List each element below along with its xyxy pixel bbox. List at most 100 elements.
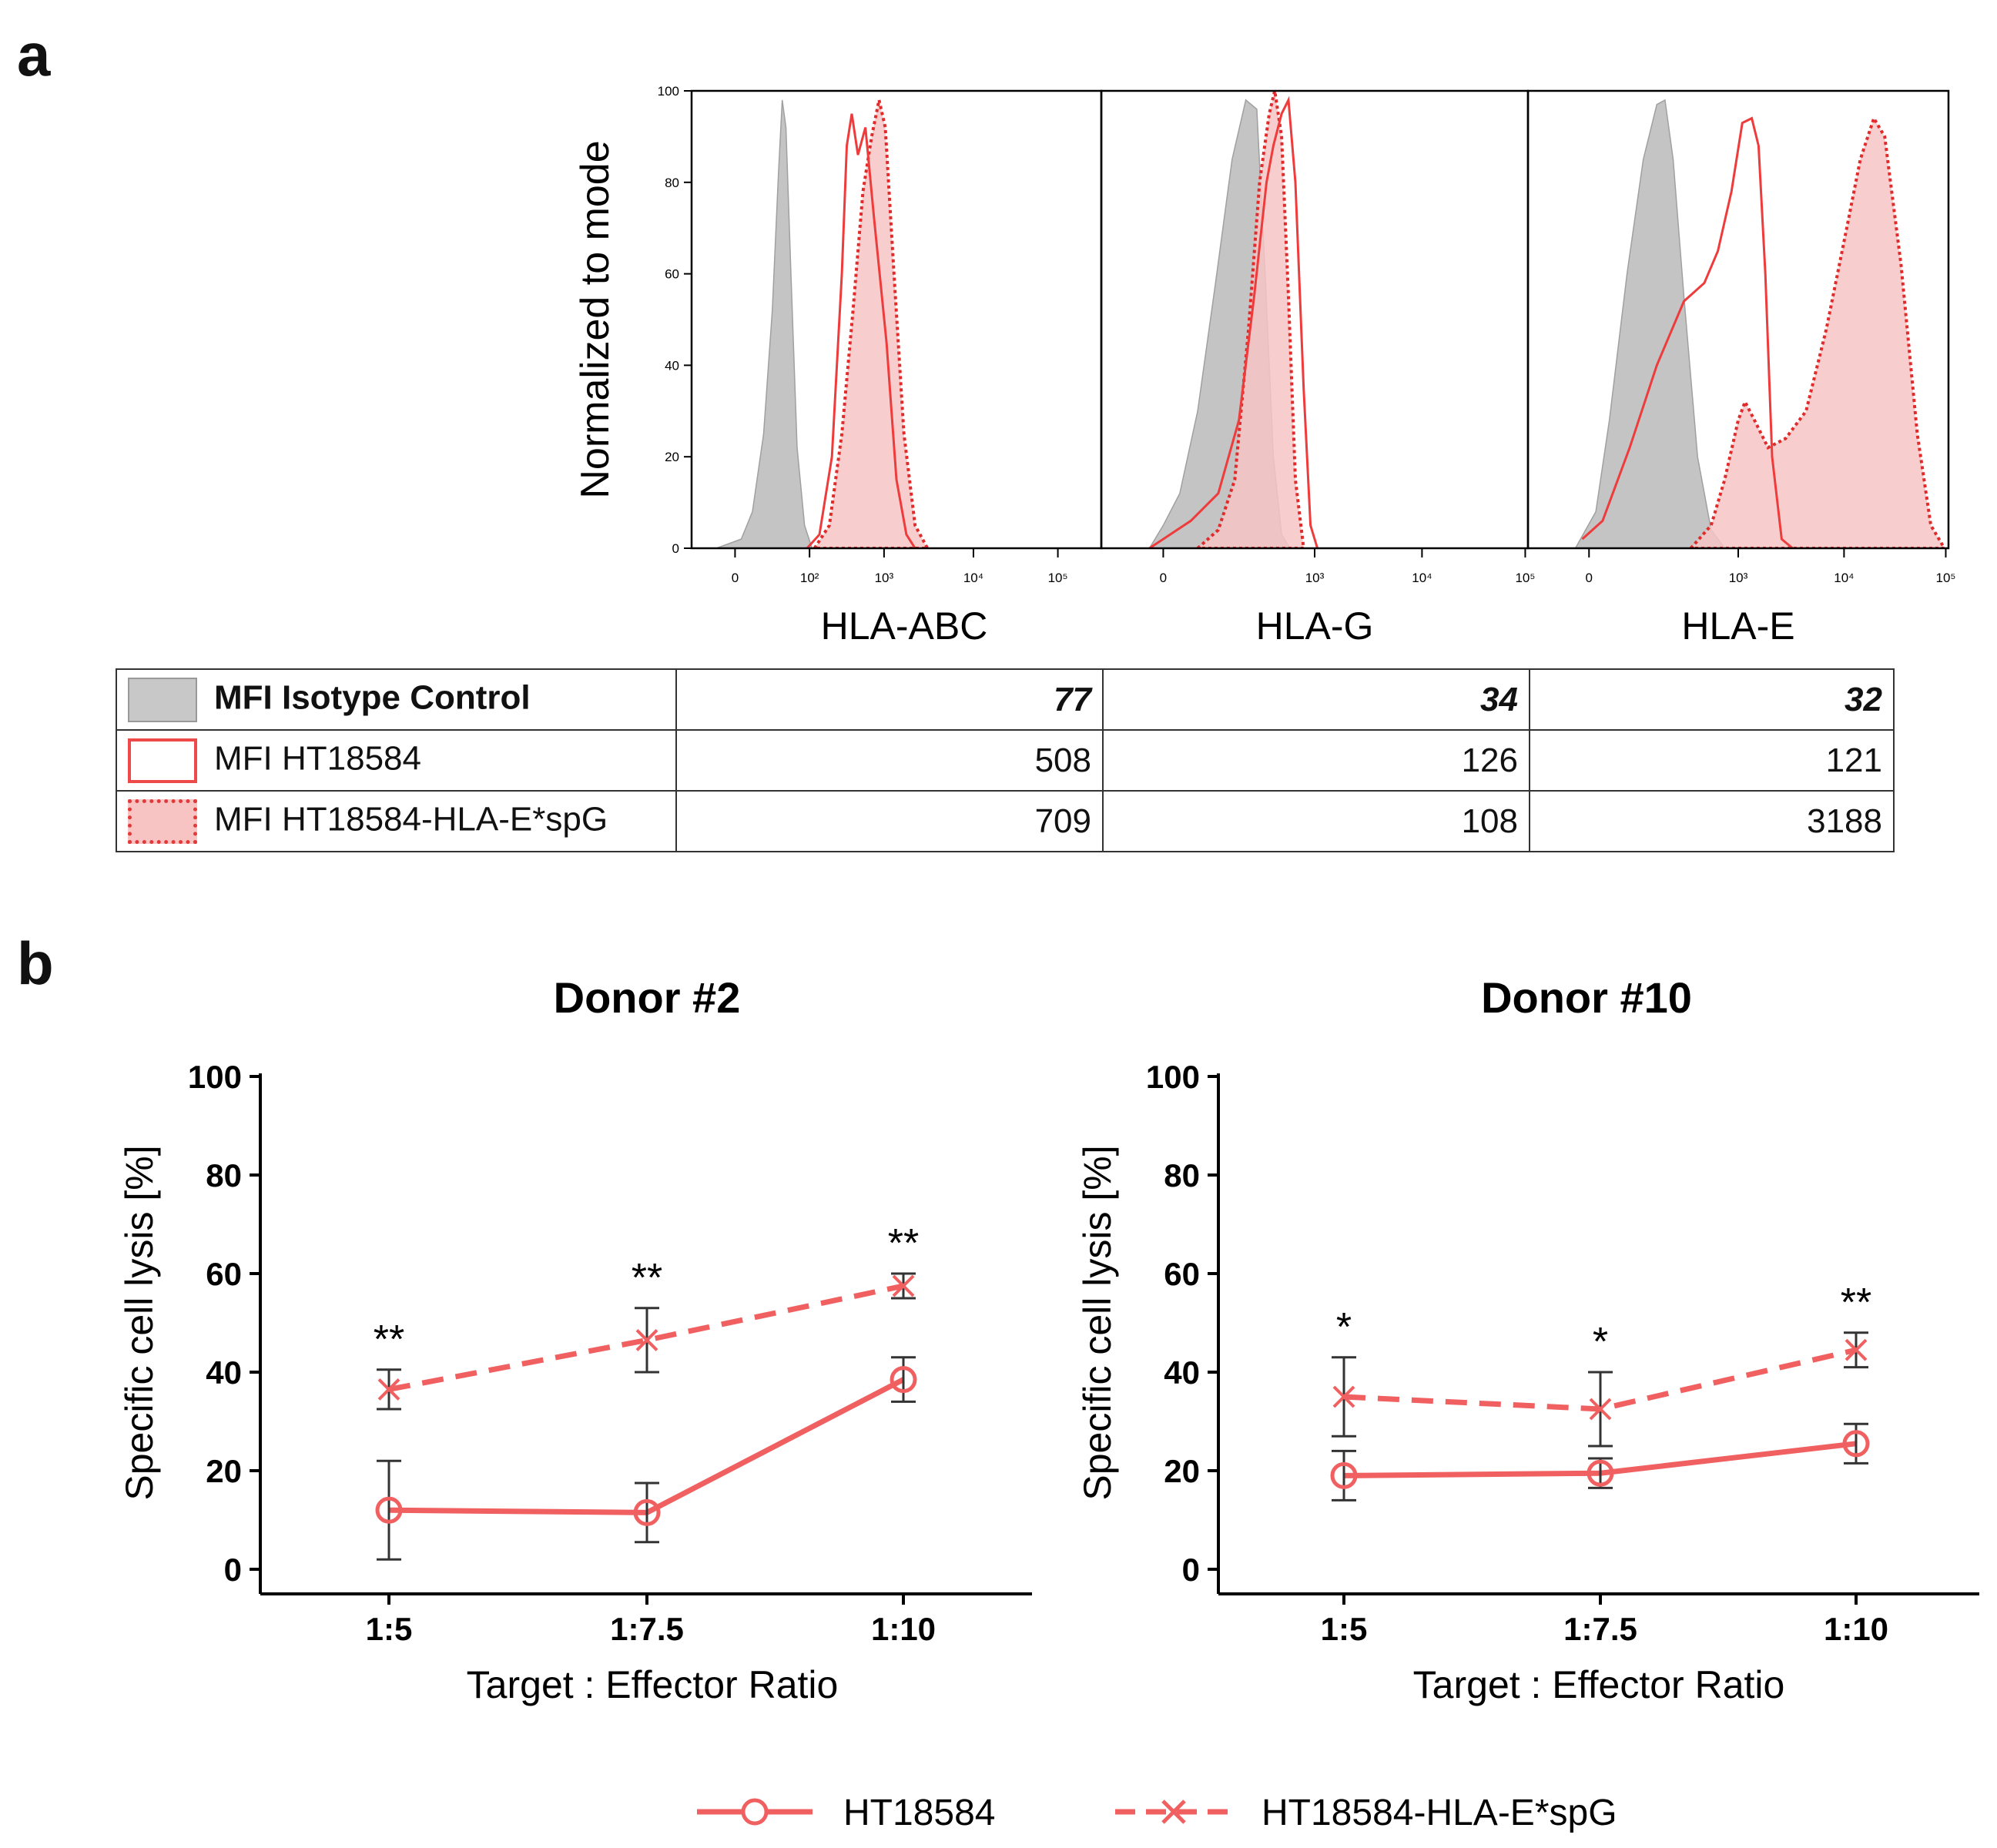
x-axis-label: HLA-G xyxy=(1256,604,1374,648)
significance-label: * xyxy=(1336,1305,1352,1350)
table-row: MFI Isotype Control 77 34 32 xyxy=(116,668,1895,731)
chart-donor-2: Donor #2 0 20 40 60 80 100 1:5 1:7.5 1:10 Target :… xyxy=(118,973,1032,1706)
y-axis-label: Specific cell lysis [%] xyxy=(1076,1145,1119,1500)
ht18584-histogram xyxy=(1148,95,1319,548)
data-point-circle xyxy=(1587,1459,1614,1487)
x-axis-label: Target : Effector Ratio xyxy=(467,1663,839,1706)
table-cell: 126 xyxy=(1102,729,1530,792)
x-tick-label: 0 xyxy=(1160,571,1167,585)
chart-title: Donor #10 xyxy=(1481,973,1692,1022)
isotype-histogram xyxy=(1574,99,1726,548)
legend: HT18584 HT18584-HLA-E*spG xyxy=(697,1793,1617,1833)
legend-label-hla-e-spg: HT18584-HLA-E*spG xyxy=(1262,1793,1617,1833)
x-tick-label: 10⁴ xyxy=(963,571,983,585)
significance-label: ** xyxy=(374,1317,404,1362)
y-tick-label: 0 xyxy=(224,1552,242,1588)
x-tick-label: 10³ xyxy=(1729,571,1748,585)
x-tick-label: 10⁵ xyxy=(1515,571,1535,585)
y-tick-label: 40 xyxy=(206,1354,242,1391)
x-tick-label: 10⁴ xyxy=(1412,571,1432,585)
chart-donor-10: Donor #10 0 20 40 60 80 100 1:5 1:7.5 1:10 Target … xyxy=(1076,973,1979,1706)
y-tick-label: 100 xyxy=(1146,1059,1200,1095)
y-tick-label: 40 xyxy=(1164,1354,1200,1391)
data-point-circle xyxy=(1842,1430,1870,1458)
hla-e-spg-histogram xyxy=(1688,114,1947,548)
y-tick-label: 80 xyxy=(206,1157,242,1194)
ht18584-histogram xyxy=(806,113,916,548)
y-tick-label: 60 xyxy=(206,1256,242,1292)
data-point-x xyxy=(635,1328,658,1351)
table-cell: 34 xyxy=(1102,668,1530,731)
histogram-hla-g xyxy=(1148,90,1319,548)
lysis-charts: Donor #2 0 20 40 60 80 100 1:5 1:7.5 1:10 Target :… xyxy=(118,973,1979,1833)
y-tick-label: 100 xyxy=(188,1059,242,1095)
series-ht18584 xyxy=(1330,1422,1870,1502)
hla-e-spg-histogram xyxy=(813,99,930,548)
data-point-x xyxy=(1845,1338,1868,1361)
y-tick-label: 100 xyxy=(658,84,679,99)
x-tick-label: 10² xyxy=(800,571,819,585)
series-ht18584 xyxy=(375,1356,917,1561)
table-row-label: MFI HT18584-HLA-E*spG xyxy=(116,790,677,852)
x-tick-label: 10⁴ xyxy=(1834,571,1854,585)
y-tick-label: 20 xyxy=(665,450,679,464)
series-line xyxy=(388,1283,904,1392)
legend-label-ht18584: HT18584 xyxy=(843,1793,995,1833)
table-row-label: MFI Isotype Control xyxy=(116,668,677,731)
ht18584-swatch xyxy=(128,738,197,783)
y-tick-label: 0 xyxy=(672,541,679,556)
x-tick-label: 1:5 xyxy=(366,1611,413,1647)
significance-label: ** xyxy=(888,1221,919,1266)
isotype-histogram xyxy=(715,99,813,548)
histogram-panel: 0 20 40 60 80 100 Normalized to mode 0 10² 10³ 10⁴… xyxy=(573,84,1955,648)
series-hla-e-spg xyxy=(1332,1331,1868,1448)
table-cell: 108 xyxy=(1102,790,1530,852)
x-tick-label: 10⁵ xyxy=(1048,571,1068,585)
y-tick-label: 60 xyxy=(665,267,679,282)
x-axis-label: Target : Effector Ratio xyxy=(1413,1663,1785,1706)
x-tick-label: 1:7.5 xyxy=(1563,1611,1637,1647)
x-tick-label: 10⁵ xyxy=(1935,571,1955,585)
histogram-hla-abc xyxy=(715,99,930,548)
series-hla-e-spg xyxy=(377,1272,916,1411)
panel-label-a: a xyxy=(17,21,51,89)
x-tick-label: 1:7.5 xyxy=(610,1611,684,1647)
data-point-circle xyxy=(375,1496,403,1524)
data-point-x xyxy=(1589,1398,1612,1421)
x-axis-label: HLA-ABC xyxy=(821,604,988,648)
ht18584-histogram xyxy=(1581,116,1794,548)
chart-title: Donor #2 xyxy=(554,973,741,1022)
data-point-circle xyxy=(633,1498,661,1526)
y-tick-label: 20 xyxy=(1164,1453,1200,1489)
y-tick-label: 20 xyxy=(206,1453,242,1489)
mfi-table: MFI Isotype Control 77 34 32 MFI HT18584… xyxy=(116,668,1895,852)
table-row: MFI HT18584 508 126 121 xyxy=(116,729,1895,792)
table-cell: 121 xyxy=(1529,729,1895,792)
legend-marker-x xyxy=(1161,1799,1186,1824)
y-axis-label: Normalized to mode xyxy=(573,140,618,498)
table-cell: 508 xyxy=(675,729,1104,792)
y-tick-label: 80 xyxy=(665,176,679,190)
data-point-circle xyxy=(1330,1461,1358,1489)
table-cell: 32 xyxy=(1529,668,1895,731)
panel-label-b: b xyxy=(17,929,54,997)
y-tick-label: 40 xyxy=(665,358,679,373)
hla-e-spg-swatch xyxy=(128,798,197,844)
table-cell: 77 xyxy=(675,668,1104,731)
data-point-x xyxy=(892,1274,915,1297)
table-cell: 3188 xyxy=(1529,790,1895,852)
data-point-x xyxy=(377,1378,400,1401)
x-tick-label: 0 xyxy=(732,571,739,585)
data-point-circle xyxy=(890,1366,917,1394)
significance-label: ** xyxy=(632,1256,662,1301)
table-row-label: MFI HT18584 xyxy=(116,729,677,792)
x-tick-label: 1:10 xyxy=(1824,1611,1888,1647)
significance-label: * xyxy=(1593,1320,1608,1364)
x-tick-label: 10³ xyxy=(1305,571,1325,585)
histogram-frame xyxy=(1100,89,1530,550)
y-tick-label: 0 xyxy=(1182,1552,1200,1588)
histogram-hla-e xyxy=(1574,99,1947,548)
y-tick-label: 80 xyxy=(1164,1157,1200,1194)
data-point-x xyxy=(1332,1385,1355,1408)
